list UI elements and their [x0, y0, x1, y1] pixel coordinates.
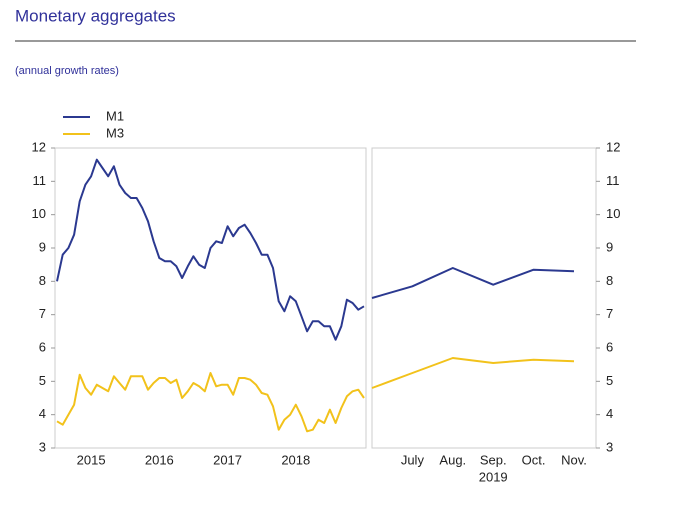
y-tick-label: 12	[32, 139, 46, 154]
y-tick-label: 11	[33, 173, 47, 188]
y-tick-label: 5	[606, 373, 613, 388]
y-tick-label: 7	[39, 306, 46, 321]
y-tick-label: 5	[39, 373, 46, 388]
y-tick-label: 3	[39, 439, 46, 454]
x-axis-label: 2019	[479, 469, 508, 484]
y-tick-label: 4	[39, 406, 46, 421]
y-tick-label: 12	[606, 139, 620, 154]
y-tick-label: 8	[606, 273, 613, 288]
series-line	[56, 158, 365, 341]
legend-label: M1	[106, 108, 124, 123]
x-tick-label: Nov.	[561, 452, 587, 467]
left-panel	[54, 147, 367, 449]
y-tick-label: 9	[39, 239, 46, 254]
y-tick-label: 6	[606, 339, 613, 354]
right-panel	[371, 147, 597, 449]
y-tick-label: 10	[32, 206, 46, 221]
y-tick-label: 9	[606, 239, 613, 254]
x-tick-label: 2015	[77, 452, 106, 467]
x-tick-label: 2016	[145, 452, 174, 467]
y-tick-label: 8	[39, 273, 46, 288]
subtitle: (annual growth rates)	[15, 65, 119, 77]
x-tick-label: 2017	[213, 452, 242, 467]
y-tick-label: 6	[39, 339, 46, 354]
y-tick-label: 11	[606, 173, 620, 188]
x-tick-label: Aug.	[439, 452, 466, 467]
y-tick-label: 4	[606, 406, 613, 421]
legend-label: M3	[106, 125, 124, 140]
series-line	[371, 357, 575, 389]
y-tick-label: 10	[606, 206, 620, 221]
series-line	[371, 267, 575, 299]
page-title: Monetary aggregates	[15, 6, 176, 25]
x-tick-label: July	[401, 452, 425, 467]
x-tick-label: 2018	[281, 452, 310, 467]
series-line	[56, 372, 365, 433]
x-tick-label: Oct.	[522, 452, 546, 467]
y-tick-label: 3	[606, 439, 613, 454]
x-tick-label: Sep.	[480, 452, 507, 467]
y-tick-label: 7	[606, 306, 613, 321]
